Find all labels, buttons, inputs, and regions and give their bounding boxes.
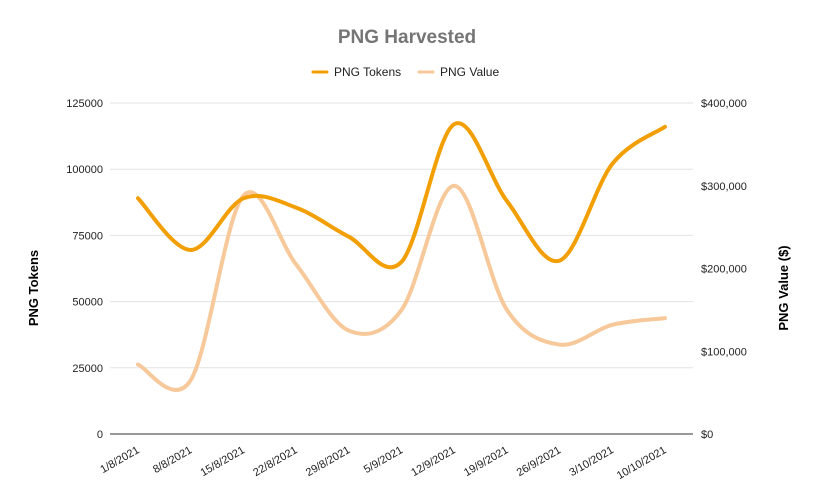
right-tick-label: $400,000 bbox=[701, 98, 747, 110]
left-tick-label: 0 bbox=[97, 429, 103, 441]
left-tick-label: 50000 bbox=[72, 297, 103, 309]
x-tick-label: 5/9/2021 bbox=[362, 444, 405, 476]
x-tick-label: 29/8/2021 bbox=[304, 444, 352, 479]
x-tick-label: 22/8/2021 bbox=[251, 444, 299, 479]
x-axis-ticks: 1/8/2021 8/8/2021 15/8/2021 22/8/2021 29/8/2… bbox=[98, 444, 668, 482]
chart-title: PNG Harvested bbox=[338, 27, 476, 48]
series-line-png-tokens bbox=[136, 121, 667, 270]
x-tick-label: 1/8/2021 bbox=[98, 444, 141, 476]
right-axis-ticks: $0 $100,000 $200,000 $300,000 $400,000 bbox=[701, 98, 747, 441]
x-tick-label: 15/8/2021 bbox=[199, 444, 247, 479]
right-tick-label: $0 bbox=[701, 429, 713, 441]
x-tick-label: 8/8/2021 bbox=[151, 444, 194, 476]
x-tick-label: 12/9/2021 bbox=[409, 444, 457, 479]
right-axis-title: PNG Value ($) bbox=[776, 245, 791, 330]
legend-label-png-value: PNG Value bbox=[440, 65, 499, 79]
x-tick-label: 26/9/2021 bbox=[515, 444, 563, 479]
series-line-png-value bbox=[136, 183, 667, 392]
left-axis-title: PNG Tokens bbox=[26, 250, 41, 326]
left-tick-label: 25000 bbox=[72, 363, 103, 375]
left-axis-ticks: 0 25000 50000 75000 100000 125000 bbox=[66, 98, 103, 441]
gridlines bbox=[110, 102, 693, 435]
left-tick-label: 75000 bbox=[72, 230, 103, 242]
x-tick-label: 19/9/2021 bbox=[462, 444, 510, 479]
right-tick-label: $300,000 bbox=[701, 181, 747, 193]
x-tick-label: 3/10/2021 bbox=[567, 444, 615, 479]
left-tick-label: 100000 bbox=[66, 164, 103, 176]
right-tick-label: $100,000 bbox=[701, 346, 747, 358]
series-lines bbox=[136, 121, 667, 392]
legend-label-png-tokens: PNG Tokens bbox=[334, 65, 401, 79]
x-tick-label: 10/10/2021 bbox=[615, 444, 669, 482]
left-tick-label: 125000 bbox=[66, 98, 103, 110]
legend: PNG Tokens PNG Value bbox=[311, 65, 499, 79]
right-tick-label: $200,000 bbox=[701, 264, 747, 276]
